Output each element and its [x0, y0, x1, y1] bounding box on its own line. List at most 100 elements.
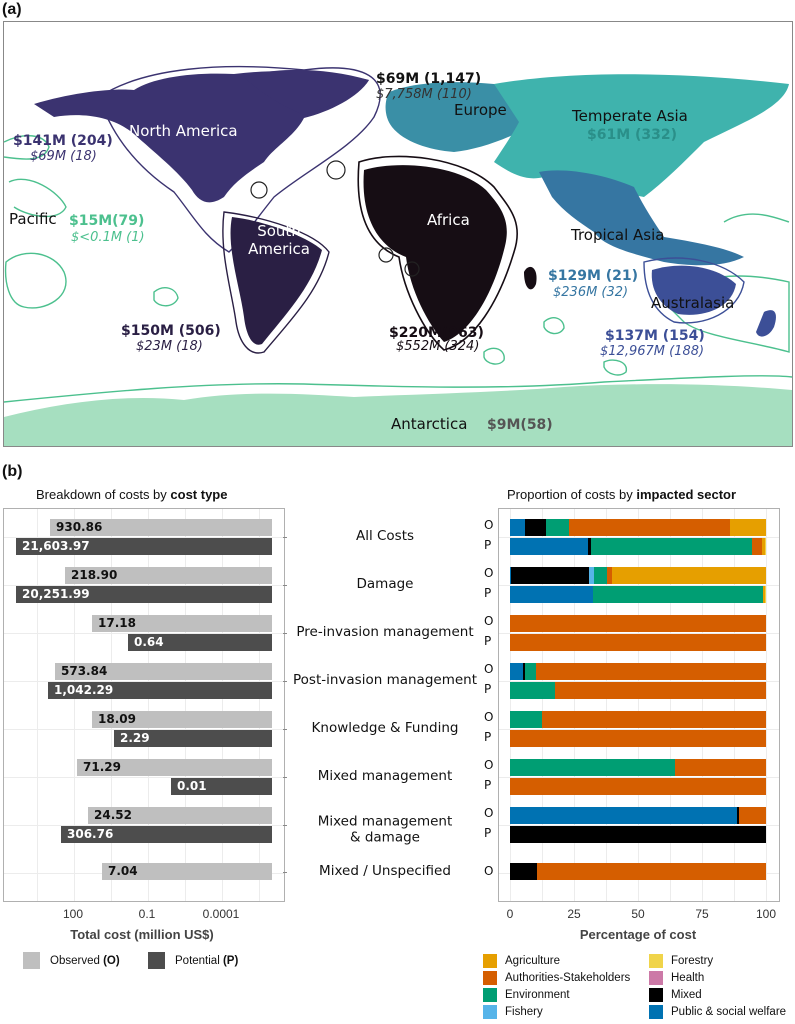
region-observed-africa: $220M(963) [389, 325, 484, 341]
gridline [111, 509, 112, 901]
segment-mixed [588, 538, 591, 555]
legend-observed: Observed (O) [23, 952, 120, 969]
gridline [148, 509, 149, 901]
legend-label-authorities: Authorities-Stakeholders [505, 972, 631, 984]
south-america-shape [230, 217, 322, 345]
region-name-europe: Europe [454, 101, 507, 119]
segment-mixed [510, 863, 537, 880]
panel-a-label: (a) [2, 1, 22, 18]
right-xtick-25: 25 [567, 907, 581, 921]
ytick [283, 537, 287, 538]
right-xtick-75: 75 [695, 907, 709, 921]
ytick [283, 633, 287, 634]
segment-environment [545, 519, 569, 536]
bar-potential-knowledge: 2.29 [114, 730, 272, 747]
antarctica-shape [4, 384, 792, 446]
region-potential-australasia: $12,967M (188) [600, 344, 705, 359]
panel-b-label: (b) [2, 463, 23, 480]
gridline [734, 509, 735, 901]
gridline [37, 509, 38, 901]
legend-fishery: Fishery [483, 1005, 543, 1019]
region-observed-pacific: $15M(79) [69, 213, 145, 229]
segment-public-welfare [510, 663, 523, 680]
left-xaxis-title: Total cost (million US$) [70, 927, 214, 942]
region-potential-pacific: $<0.1M (1) [71, 230, 145, 245]
legend-swatch-authorities [483, 971, 497, 985]
stacked-bar-knowledge-p [510, 730, 766, 747]
legend-label-forestry: Forestry [671, 955, 714, 967]
legend-tag-potential: (P) [222, 954, 239, 967]
bar-observed-unspecified: 7.04 [102, 863, 272, 880]
category-damage: Damage [356, 576, 414, 593]
gridline [4, 681, 284, 682]
legend-authorities: Authorities-Stakeholders [483, 971, 630, 985]
gridline [74, 509, 75, 901]
legend-potential: Potential (P) [148, 952, 238, 969]
legend-label-mixed: Mixed [671, 989, 702, 1001]
segment-authorities [542, 711, 766, 728]
region-name-australasia: Australasia [651, 294, 735, 312]
stacked-bar-all-costs-o [510, 519, 766, 536]
region-potential-north-america: $69M (18) [30, 149, 97, 164]
category-knowledge: Knowledge & Funding [311, 720, 459, 737]
sector-plot [498, 508, 780, 902]
segment-authorities [510, 634, 766, 651]
gridline [259, 509, 260, 901]
gridline [499, 633, 779, 634]
tag-o: O [484, 758, 494, 772]
segment-agriculture [763, 586, 765, 603]
gridline [4, 825, 284, 826]
bar-observed-pre-invasion: 17.18 [92, 615, 272, 632]
segment-agriculture [612, 567, 766, 584]
category-mixed-management: Mixed management [317, 768, 453, 785]
region-observed-temperate-asia: $61M (332) [587, 127, 678, 143]
gridline [4, 633, 284, 634]
segment-public-welfare [510, 519, 526, 536]
bar-potential-mixed-management: 0.01 [171, 778, 272, 795]
legend-tag-observed: (O) [103, 954, 120, 967]
left-xtick-0.1: 0.1 [138, 907, 156, 921]
world-map: North America $141M (204) $69M (18) Paci… [3, 21, 793, 447]
stacked-bar-knowledge-o [510, 711, 766, 728]
legend-label-public-welfare: Public & social welfare [671, 1006, 787, 1018]
region-name-pacific: Pacific [9, 210, 57, 228]
gridline [499, 825, 779, 826]
right-xtick-100: 100 [755, 907, 777, 921]
bar-potential-post-invasion: 1,042.29 [48, 682, 272, 699]
left-chart-title-prefix: Breakdown of costs by [36, 487, 171, 502]
region-name-temperate-asia: Temperate Asia [572, 107, 688, 125]
legend-label-agriculture: Agriculture [505, 955, 560, 967]
category-mixed-mgmt-damage: Mixed management & damage [317, 813, 453, 845]
gridline [222, 509, 223, 901]
region-observed-australasia: $137M (154) [605, 328, 705, 344]
gridline [4, 777, 284, 778]
category-all-costs: All Costs [355, 528, 415, 545]
tag-p: P [484, 730, 492, 744]
right-xtick-50: 50 [631, 907, 645, 921]
tag-o: O [484, 864, 494, 878]
region-observed-south-america: $150M (506) [121, 323, 221, 339]
stacked-bar-post-invasion-p [510, 682, 766, 699]
segment-authorities [536, 863, 766, 880]
region-name-tropical-asia: Tropical Asia [571, 226, 665, 244]
region-potential-africa: $552M (324) [396, 339, 480, 354]
tag-o: O [484, 614, 494, 628]
segment-mixed [736, 807, 740, 824]
segment-public-welfare [510, 538, 589, 555]
ytick [283, 729, 287, 730]
segment-authorities [675, 759, 766, 776]
legend-swatch-public-welfare [649, 1005, 663, 1019]
tag-o: O [484, 566, 494, 580]
legend-agriculture: Agriculture [483, 954, 560, 968]
gridline [499, 777, 779, 778]
segment-environment [525, 663, 536, 680]
ytick [283, 681, 287, 682]
stacked-bar-all-costs-p [510, 538, 766, 555]
legend-swatch-potential [148, 952, 165, 969]
stacked-bar-post-invasion-o [510, 663, 766, 680]
tag-p: P [484, 634, 492, 648]
stacked-bar-mixed-mgmt-damage-o [510, 807, 766, 824]
legend-health: Health [649, 971, 704, 985]
gridline [4, 585, 284, 586]
segment-authorities [510, 778, 766, 795]
